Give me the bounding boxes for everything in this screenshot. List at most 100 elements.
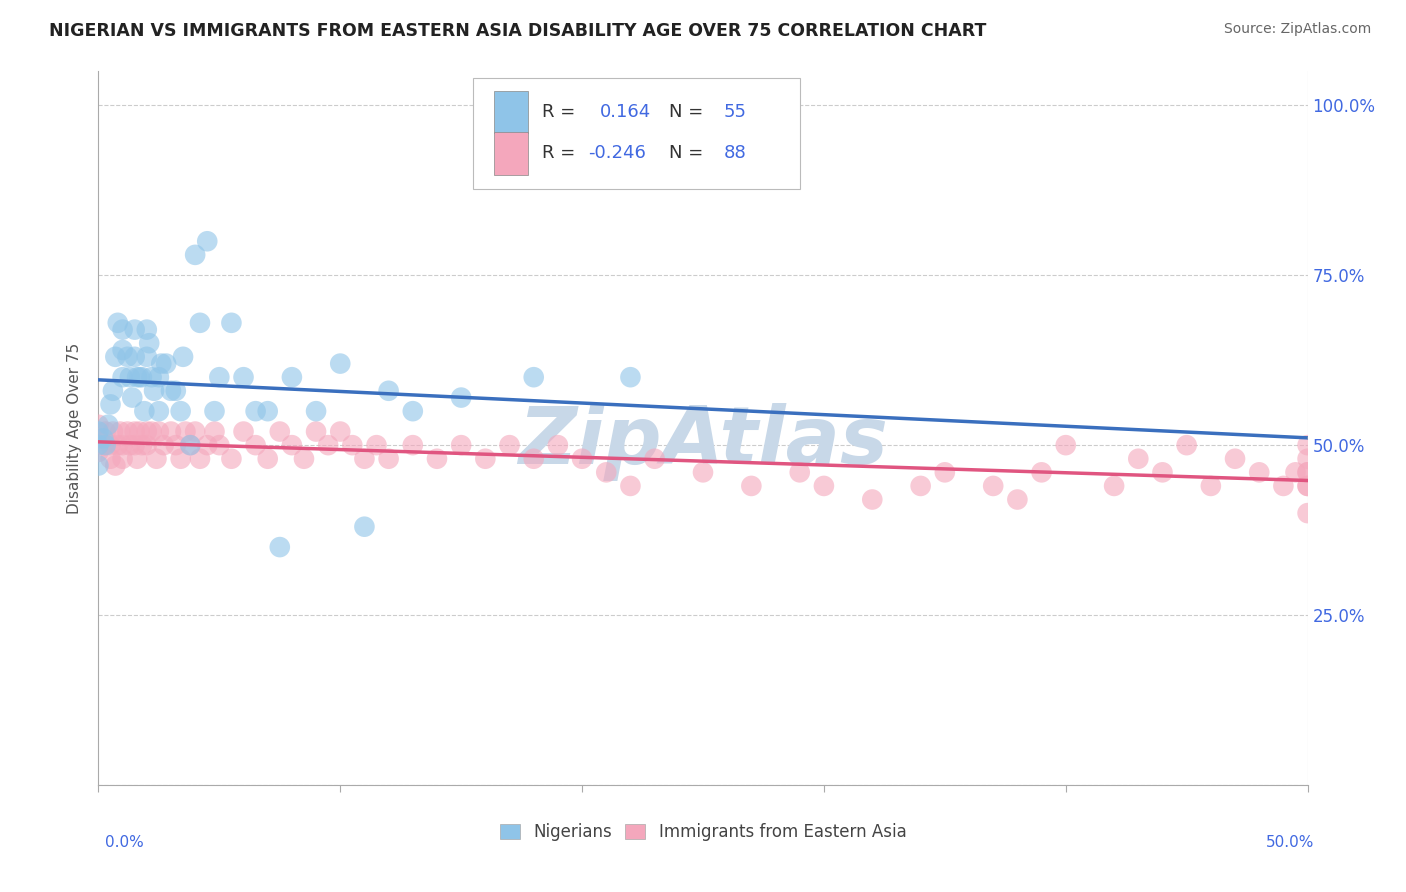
Point xyxy=(269,425,291,439)
Point xyxy=(1223,451,1246,466)
Point xyxy=(221,316,243,330)
Point xyxy=(256,404,278,418)
Point xyxy=(221,451,243,466)
Point xyxy=(498,438,520,452)
Text: ZipAtlas: ZipAtlas xyxy=(517,403,889,482)
Point xyxy=(1296,438,1319,452)
Point xyxy=(188,316,211,330)
Point xyxy=(134,404,156,418)
Point xyxy=(305,404,328,418)
Point xyxy=(145,451,167,466)
Point xyxy=(121,391,143,405)
Point xyxy=(104,350,127,364)
Text: N =: N = xyxy=(669,103,703,121)
Point xyxy=(1296,466,1319,480)
Point xyxy=(160,384,183,398)
Point xyxy=(124,425,146,439)
Point xyxy=(547,438,569,452)
Text: 50.0%: 50.0% xyxy=(1267,836,1315,850)
Point xyxy=(141,425,163,439)
Point xyxy=(426,451,449,466)
Point xyxy=(148,404,170,418)
Point xyxy=(141,370,163,384)
Point xyxy=(208,370,231,384)
Point xyxy=(1152,466,1174,480)
Point xyxy=(1007,492,1029,507)
Point xyxy=(269,540,291,554)
Point xyxy=(152,438,174,452)
Point xyxy=(1284,466,1306,480)
Point xyxy=(245,404,267,418)
Point xyxy=(143,384,166,398)
Point xyxy=(329,357,352,371)
Legend: Nigerians, Immigrants from Eastern Asia: Nigerians, Immigrants from Eastern Asia xyxy=(494,817,912,848)
Point xyxy=(100,438,122,452)
Point xyxy=(174,425,197,439)
Point xyxy=(87,425,110,439)
Point xyxy=(740,479,762,493)
Point xyxy=(108,425,131,439)
Point xyxy=(124,323,146,337)
Text: R =: R = xyxy=(543,103,575,121)
Text: -0.246: -0.246 xyxy=(588,145,645,162)
Point xyxy=(204,425,226,439)
Point xyxy=(104,458,127,473)
Point xyxy=(179,438,201,452)
Point xyxy=(402,404,425,418)
Point xyxy=(619,479,641,493)
Point xyxy=(1102,479,1125,493)
Point xyxy=(281,370,304,384)
Point xyxy=(789,466,811,480)
Point xyxy=(87,445,110,459)
Point xyxy=(87,458,110,473)
Point xyxy=(571,451,593,466)
Point xyxy=(1296,506,1319,520)
Point xyxy=(450,391,472,405)
Point xyxy=(981,479,1004,493)
Point xyxy=(111,451,134,466)
Point xyxy=(117,350,139,364)
Point xyxy=(860,492,883,507)
Point xyxy=(188,451,211,466)
Point xyxy=(910,479,932,493)
Point xyxy=(94,438,117,452)
Point xyxy=(118,370,141,384)
Point xyxy=(111,438,134,452)
Point xyxy=(1175,438,1198,452)
Point xyxy=(148,370,170,384)
Point xyxy=(127,370,149,384)
Point xyxy=(644,451,666,466)
Point xyxy=(179,438,201,452)
Point xyxy=(329,425,352,439)
Text: N =: N = xyxy=(669,145,703,162)
Point xyxy=(150,357,173,371)
Text: Source: ZipAtlas.com: Source: ZipAtlas.com xyxy=(1223,22,1371,37)
Point xyxy=(195,438,218,452)
Point xyxy=(87,417,110,432)
Point xyxy=(245,438,267,452)
Point xyxy=(342,438,364,452)
Text: 0.164: 0.164 xyxy=(600,103,651,121)
Point xyxy=(316,438,339,452)
Point xyxy=(204,404,226,418)
Point xyxy=(91,431,114,445)
Point xyxy=(165,438,187,452)
Point xyxy=(813,479,835,493)
Point xyxy=(1031,466,1053,480)
Point xyxy=(135,438,157,452)
Point xyxy=(619,370,641,384)
Point xyxy=(135,425,157,439)
Point xyxy=(353,451,375,466)
Text: 55: 55 xyxy=(724,103,747,121)
Point xyxy=(169,451,191,466)
Point xyxy=(127,451,149,466)
Point xyxy=(353,519,375,533)
Point xyxy=(1296,479,1319,493)
Point xyxy=(208,438,231,452)
Point xyxy=(169,404,191,418)
Point xyxy=(934,466,956,480)
Point xyxy=(128,425,150,439)
Point xyxy=(184,248,207,262)
Point xyxy=(155,357,177,371)
Point xyxy=(87,438,110,452)
